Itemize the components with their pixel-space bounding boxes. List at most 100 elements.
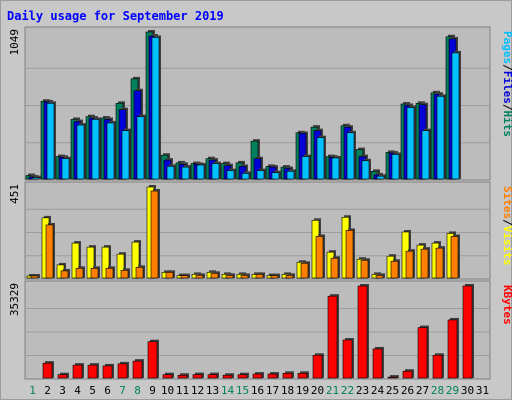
bar-sites-day-20 bbox=[315, 236, 324, 279]
bar-pages-day-14 bbox=[226, 170, 235, 180]
bar-pages-day-10 bbox=[166, 166, 175, 180]
bar-kbytes-day-27 bbox=[417, 327, 428, 379]
bar-kbytes-day-25 bbox=[387, 376, 398, 379]
panel-hits-files-pages-max-label: 1049 bbox=[8, 29, 21, 56]
bar-pages-day-4 bbox=[76, 124, 85, 180]
x-tick-label-day-5: 5 bbox=[89, 384, 96, 397]
x-tick-label-day-27: 27 bbox=[416, 384, 429, 397]
bar-kbytes-day-26 bbox=[402, 370, 413, 379]
bar-sites-day-10 bbox=[165, 272, 174, 279]
bar-pages-day-19 bbox=[301, 156, 310, 180]
bar-kbytes-day-2 bbox=[42, 362, 53, 379]
x-tick-label-day-2: 2 bbox=[44, 384, 51, 397]
panel-visits-sites-max-label: 451 bbox=[8, 184, 21, 204]
bar-kbytes-day-17 bbox=[267, 373, 278, 379]
x-tick-label-day-29: 29 bbox=[446, 384, 459, 397]
bar-sites-day-6 bbox=[105, 268, 114, 279]
bar-sites-day-21 bbox=[330, 257, 339, 279]
bar-kbytes-day-20 bbox=[312, 354, 323, 379]
x-tick-label-day-16: 16 bbox=[251, 384, 264, 397]
bar-pages-day-23 bbox=[361, 160, 370, 180]
bar-kbytes-day-23 bbox=[357, 285, 368, 379]
bar-sites-day-17 bbox=[270, 275, 279, 279]
bar-kbytes-day-22 bbox=[342, 339, 353, 379]
bar-kbytes-day-7 bbox=[117, 363, 128, 379]
panel-kbytes-background bbox=[24, 280, 491, 380]
bar-kbytes-day-12 bbox=[192, 374, 203, 379]
x-tick-label-day-11: 11 bbox=[176, 384, 189, 397]
panel-visits-sites-series-label: Sites/Visits bbox=[501, 186, 512, 266]
series-label-part: Files bbox=[501, 71, 512, 104]
bar-kbytes-day-21 bbox=[327, 295, 338, 379]
bar-pages-day-17 bbox=[271, 172, 280, 180]
bar-kbytes-day-24 bbox=[372, 348, 383, 379]
x-tick-label-day-18: 18 bbox=[281, 384, 294, 397]
bar-sites-day-25 bbox=[390, 260, 399, 279]
x-tick-label-day-9: 9 bbox=[149, 384, 156, 397]
x-tick-label-day-20: 20 bbox=[311, 384, 324, 397]
bar-sites-day-18 bbox=[285, 275, 294, 279]
x-tick-label-day-22: 22 bbox=[341, 384, 354, 397]
bar-sites-day-24 bbox=[375, 275, 384, 279]
panel-kbytes-max-label: 35329 bbox=[8, 283, 21, 316]
bar-pages-day-22 bbox=[346, 132, 355, 180]
x-tick-label-day-25: 25 bbox=[386, 384, 399, 397]
x-tick-label-day-14: 14 bbox=[221, 384, 235, 397]
bar-kbytes-day-25-shadow bbox=[390, 375, 399, 378]
bar-kbytes-day-15 bbox=[237, 374, 248, 379]
x-tick-label-day-8: 8 bbox=[134, 384, 141, 397]
bar-sites-day-9 bbox=[150, 190, 159, 279]
bar-kbytes-day-16 bbox=[252, 373, 263, 379]
x-tick-label-day-13: 13 bbox=[206, 384, 219, 397]
bar-pages-day-29 bbox=[451, 52, 460, 180]
x-tick-label-day-17: 17 bbox=[266, 384, 279, 397]
series-label-part: Hits bbox=[501, 111, 512, 138]
bar-sites-day-29 bbox=[450, 236, 459, 279]
bar-sites-day-15 bbox=[240, 275, 249, 279]
bar-visits-day-5 bbox=[86, 246, 95, 279]
bar-kbytes-day-14 bbox=[222, 374, 233, 379]
bar-pages-day-20 bbox=[316, 137, 325, 180]
x-tick-label-day-31: 31 bbox=[476, 384, 489, 397]
bar-sites-day-28 bbox=[435, 247, 444, 279]
bar-pages-day-13 bbox=[211, 163, 220, 180]
series-label-part: Sites bbox=[501, 186, 512, 219]
bar-visits-day-8 bbox=[131, 241, 140, 279]
bar-kbytes-day-9 bbox=[147, 341, 158, 379]
bar-pages-day-2 bbox=[46, 103, 55, 180]
bar-kbytes-day-30 bbox=[462, 285, 473, 379]
bar-pages-day-18 bbox=[286, 170, 295, 180]
bar-kbytes-day-11 bbox=[177, 374, 188, 379]
bar-kbytes-day-4 bbox=[72, 364, 83, 379]
x-tick-label-day-4: 4 bbox=[74, 384, 81, 397]
series-label-part: Pages bbox=[501, 31, 512, 64]
bar-pages-day-1 bbox=[31, 177, 40, 180]
bar-pages-day-12 bbox=[196, 164, 205, 180]
series-label-part: / bbox=[501, 219, 512, 226]
bar-sites-day-23 bbox=[360, 259, 369, 279]
x-tick-label-day-28: 28 bbox=[431, 384, 444, 397]
chart-title: Daily usage for September 2019 bbox=[7, 9, 224, 23]
bar-kbytes-day-5 bbox=[87, 364, 98, 379]
bar-pages-day-3 bbox=[61, 158, 70, 180]
bar-kbytes-day-28 bbox=[432, 354, 443, 379]
bar-sites-day-3 bbox=[60, 270, 69, 279]
bar-visits-day-4 bbox=[71, 242, 80, 279]
bar-sites-day-7 bbox=[120, 270, 129, 279]
bar-pages-day-8 bbox=[136, 116, 145, 180]
x-tick-label-day-23: 23 bbox=[356, 384, 369, 397]
bar-kbytes-day-10 bbox=[162, 374, 173, 379]
bar-pages-day-26 bbox=[406, 107, 415, 180]
bar-sites-day-5 bbox=[90, 268, 99, 279]
bar-pages-day-24 bbox=[376, 175, 385, 180]
series-label-part: / bbox=[501, 104, 512, 111]
panel-hits-files-pages-series-label: Pages/Files/Hits bbox=[501, 31, 512, 137]
x-tick-label-day-19: 19 bbox=[296, 384, 309, 397]
bar-pages-day-25 bbox=[391, 154, 400, 180]
x-tick-label-day-21: 21 bbox=[326, 384, 339, 397]
series-label-part: KBytes bbox=[501, 285, 512, 325]
x-tick-label-day-24: 24 bbox=[371, 384, 385, 397]
x-tick-label-day-1: 1 bbox=[29, 384, 36, 397]
